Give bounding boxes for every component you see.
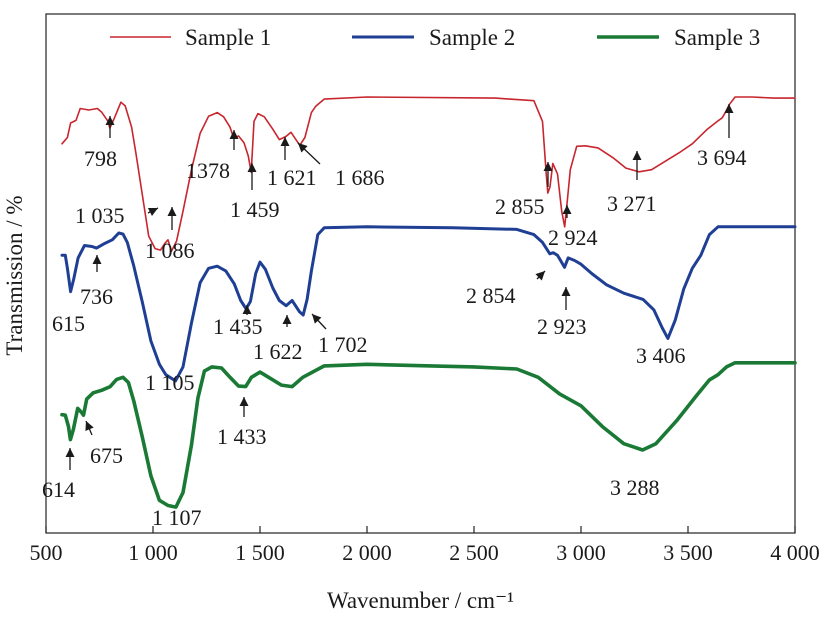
peak-arrow-head (229, 130, 239, 139)
peak-label: 1 435 (213, 314, 263, 339)
peak-annotation: 1 105 (145, 370, 195, 395)
legend: Sample 1 Sample 2 Sample 3 (110, 25, 760, 50)
plot-frame (45, 13, 796, 534)
peak-annotation: 1 086 (145, 207, 195, 263)
y-axis-title: Transmission / % (2, 195, 27, 355)
legend-label-1: Sample 1 (185, 25, 271, 50)
peak-annotation: 614 (42, 448, 75, 502)
peak-label: 3 406 (636, 343, 686, 368)
peak-annotation: 1 107 (152, 505, 202, 530)
peak-label: 1378 (186, 158, 230, 183)
peak-arrow-head (92, 255, 102, 264)
peak-label: 1 107 (152, 505, 202, 530)
peak-annotation: 3 694 (697, 104, 747, 170)
peak-annotation: 736 (80, 255, 113, 309)
peak-annotation: 3 271 (607, 151, 657, 216)
peak-annotation: 1 622 (253, 315, 303, 364)
peak-annotation: 2 924 (548, 205, 598, 250)
peak-arrow-head (543, 162, 553, 171)
peak-arrow-head (282, 315, 292, 324)
peak-arrow-head (247, 163, 257, 172)
peak-label: 1 459 (230, 197, 280, 222)
peak-label: 2 923 (537, 314, 587, 339)
peak-label: 2 854 (466, 283, 516, 308)
peak-arrow-head (298, 143, 308, 153)
peak-label: 1 686 (335, 165, 385, 190)
peak-annotation: 1 621 (267, 137, 317, 190)
peak-label: 2 924 (548, 225, 598, 250)
legend-label-2: Sample 2 (429, 25, 515, 50)
peak-label: 1 433 (217, 424, 267, 449)
peak-arrow-head (147, 208, 158, 217)
x-tick-label: 2 500 (449, 540, 499, 565)
peak-arrow-head (561, 287, 571, 296)
peak-label: 2 855 (495, 194, 545, 219)
peak-annotation: 1 686 (297, 142, 385, 190)
peak-label: 1 035 (75, 203, 125, 228)
peak-annotation: 1 459 (230, 163, 280, 222)
peak-annotation: 3 406 (636, 343, 686, 368)
peak-annotation: 615 (52, 311, 85, 336)
peak-label: 736 (80, 284, 113, 309)
peak-label: 3 271 (607, 191, 657, 216)
x-axis-ticks: 500 1 000 1 500 2 000 2 500 3 000 3 500 4 000 (30, 526, 820, 565)
peak-annotation: 1 702 (311, 313, 368, 357)
peak-annotation: 2 923 (537, 287, 587, 339)
peak-arrow-head (85, 421, 94, 432)
peak-annotation: 1378 (186, 130, 239, 183)
peak-arrow-head (167, 207, 177, 216)
peak-annotation: 1 435 (213, 305, 263, 339)
x-tick-label: 1 500 (235, 540, 285, 565)
x-tick-label: 3 000 (556, 540, 606, 565)
peak-annotation: 1 035 (75, 203, 159, 228)
x-tick-label: 1 000 (128, 540, 178, 565)
peak-arrow-head (280, 137, 290, 146)
x-tick-label: 2 000 (342, 540, 392, 565)
x-axis-title: Wavenumber / cm⁻¹ (327, 588, 514, 613)
x-tick-label: 4 000 (770, 540, 820, 565)
peak-label: 3 694 (697, 145, 747, 170)
peak-label: 1 105 (145, 370, 195, 395)
peak-arrow-head (632, 151, 642, 160)
legend-label-3: Sample 3 (674, 25, 760, 50)
x-tick-label: 3 500 (663, 540, 713, 565)
peak-annotation: 2 854 (466, 270, 546, 308)
peak-annotation: 798 (84, 116, 117, 171)
peak-arrow-head (312, 314, 322, 324)
peak-arrow-head (724, 104, 734, 113)
peak-annotation: 3 288 (610, 475, 660, 500)
peak-arrow-head (239, 397, 249, 406)
series-line-1 (61, 96, 796, 252)
peak-arrow-head (65, 448, 75, 457)
peak-label: 675 (90, 443, 123, 468)
series-line-3 (60, 361, 797, 509)
peak-label: 798 (84, 146, 117, 171)
series-group (60, 96, 797, 509)
axes: 500 1 000 1 500 2 000 2 500 3 000 3 500 4 000 (30, 13, 820, 565)
peak-label: 3 288 (610, 475, 660, 500)
peak-arrow-head (105, 116, 115, 125)
series-line-2 (60, 225, 797, 383)
peak-annotation: 675 (85, 420, 123, 468)
peak-arrow-head (242, 305, 252, 314)
peak-label: 615 (52, 311, 85, 336)
peak-label: 1 621 (267, 165, 317, 190)
peak-arrow-head (562, 205, 572, 214)
peak-label: 1 702 (318, 332, 368, 357)
peak-arrow-head (535, 271, 545, 281)
peak-label: 1 622 (253, 339, 303, 364)
peak-annotation: 2 855 (495, 162, 553, 219)
peak-label: 614 (42, 477, 75, 502)
peak-label: 1 086 (145, 238, 195, 263)
peak-annotation: 1 433 (217, 397, 267, 449)
x-tick-label: 500 (30, 540, 63, 565)
